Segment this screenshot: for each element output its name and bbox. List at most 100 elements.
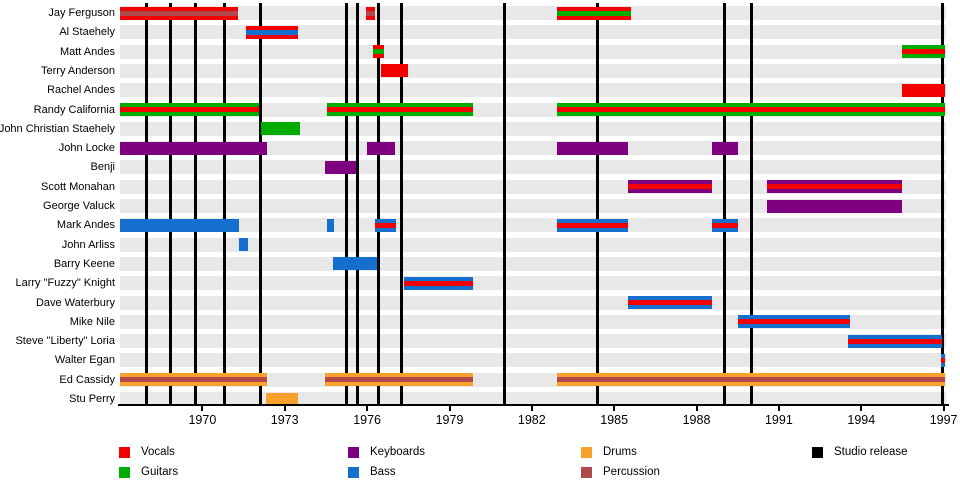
row-stripe (120, 276, 946, 291)
instrument-stripe (627, 300, 712, 305)
member-label: John Locke (58, 142, 115, 155)
member-label: Rachel Andes (47, 84, 115, 97)
studio-release-line (194, 3, 197, 404)
row-stripe (120, 334, 946, 349)
member-label: Terry Anderson (41, 64, 115, 77)
instrument-stripe (737, 319, 851, 325)
instrument-stripe (246, 29, 299, 35)
instrument-stripe (365, 10, 376, 16)
instrument-stripe (327, 107, 473, 112)
timeline-bar (380, 64, 409, 78)
x-tick-label: 1997 (929, 413, 958, 427)
row-stripe (120, 121, 946, 136)
studio-release-line (376, 3, 380, 404)
timeline-bar (556, 103, 945, 116)
legend-label: Studio release (834, 446, 908, 458)
timeline-bar (332, 257, 377, 271)
instrument-stripe (556, 377, 945, 383)
member-label: Jay Ferguson (48, 7, 115, 19)
timeline-bar (940, 353, 945, 367)
row-stripe (120, 83, 946, 98)
timeline-bar (556, 141, 628, 155)
timeline-bar (239, 238, 248, 252)
x-tick (860, 406, 863, 411)
instrument-stripe (556, 222, 628, 228)
x-tick (283, 406, 286, 411)
member-label: Barry Keene (53, 257, 115, 270)
timeline-bar (627, 180, 712, 194)
x-tick (448, 406, 451, 411)
member-label: Stu Perry (69, 393, 115, 405)
timeline-bar (902, 83, 945, 97)
instrument-stripe (375, 222, 396, 228)
x-tick (942, 406, 945, 411)
legend-label: Bass (370, 466, 396, 478)
row-stripe (120, 218, 946, 233)
timeline-bar (847, 334, 943, 348)
instrument-stripe (940, 357, 945, 363)
studio-release-line (169, 3, 173, 404)
x-tick (201, 406, 204, 411)
timeline-bar (902, 45, 945, 59)
member-label: Dave Waterbury (35, 296, 115, 309)
row-stripe (120, 237, 946, 252)
x-tick-label: 1979 (435, 413, 464, 427)
timeline-bar (372, 45, 384, 59)
x-tick (530, 406, 533, 411)
member-label: Mike Nile (69, 315, 115, 328)
studio-release-line (345, 3, 348, 404)
member-label: Walter Egan (54, 354, 115, 367)
timeline-bar (327, 218, 335, 232)
x-tick-label: 1973 (270, 413, 299, 427)
legend-swatch-studio_release (812, 447, 823, 458)
instrument-stripe (404, 280, 473, 286)
member-label: Scott Monahan (41, 180, 115, 193)
studio-release-line (399, 3, 403, 404)
instrument-stripe (120, 377, 267, 383)
row-stripe (120, 295, 946, 310)
timeline-bar (766, 199, 903, 213)
row-stripe (120, 141, 946, 156)
x-axis-line (118, 404, 949, 406)
timeline-bar (556, 218, 628, 232)
legend-label: Guitars (141, 466, 179, 478)
row-stripe (120, 160, 946, 175)
member-label: John Arliss (61, 238, 115, 251)
timeline-bar (324, 373, 473, 387)
instrument-stripe (120, 107, 259, 112)
studio-release-line (596, 3, 600, 404)
row-stripe (120, 63, 946, 78)
studio-release-line (258, 3, 262, 404)
timeline-bar (365, 6, 376, 20)
instrument-stripe (120, 10, 239, 16)
timeline-bar (737, 315, 851, 329)
x-tick (695, 406, 698, 411)
legend-swatch-bass (348, 467, 359, 478)
timeline-bar (404, 276, 473, 290)
timeline-bar (246, 25, 299, 39)
instrument-stripe (711, 222, 738, 228)
legend-swatch-keyboards (348, 447, 359, 458)
legend-swatch-vocals (119, 447, 130, 458)
timeline-bar (375, 218, 396, 232)
x-tick-label: 1994 (847, 413, 876, 427)
timeline-bar (711, 218, 738, 232)
member-label: Al Staehely (59, 26, 115, 39)
x-tick (366, 406, 369, 411)
legend-label: Vocals (141, 446, 175, 458)
instrument-stripe (324, 377, 473, 383)
row-stripe (120, 199, 946, 213)
timeline-bar (120, 373, 267, 387)
timeline-bar (367, 141, 395, 155)
timeline-bar (766, 180, 903, 194)
timeline-bar (556, 6, 631, 20)
member-label: Larry "Fuzzy" Knight (15, 277, 115, 290)
timeline-bar (261, 122, 300, 136)
instrument-stripe (627, 184, 712, 190)
timeline-bar (627, 296, 712, 309)
x-tick-label: 1988 (682, 413, 711, 427)
studio-release-line (356, 3, 359, 404)
studio-release-line (940, 3, 944, 404)
member-label: Matt Andes (59, 45, 115, 58)
